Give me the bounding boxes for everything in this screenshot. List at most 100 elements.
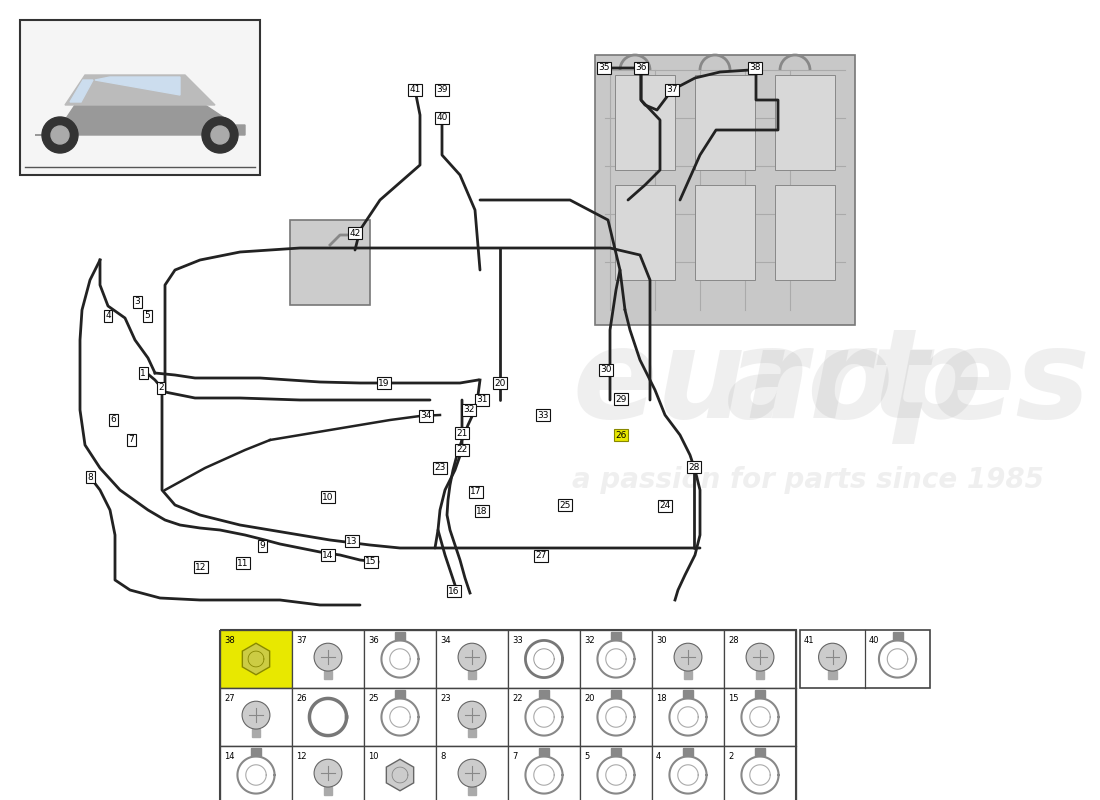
Text: 3: 3 [134,298,140,306]
Bar [436,688,508,746]
Text: 2: 2 [158,383,164,393]
Text: 41: 41 [409,86,420,94]
Polygon shape [323,787,332,795]
Polygon shape [684,671,692,679]
Text: 8: 8 [440,752,446,761]
Circle shape [746,643,774,671]
Polygon shape [252,729,261,738]
Text: 39: 39 [437,86,448,94]
Bar [508,746,580,800]
Polygon shape [539,749,549,757]
Text: 4: 4 [656,752,661,761]
Text: 5: 5 [584,752,590,761]
Circle shape [242,702,270,729]
Text: 28: 28 [728,636,738,645]
Text: 33: 33 [537,410,549,419]
Text: 22: 22 [456,446,468,454]
Circle shape [315,759,342,787]
Polygon shape [756,671,764,679]
Text: 26: 26 [296,694,307,703]
Text: 9: 9 [260,542,265,550]
Text: 30: 30 [601,366,612,374]
Circle shape [42,117,78,153]
Text: 37: 37 [296,636,307,645]
Polygon shape [610,690,621,698]
Polygon shape [35,105,245,135]
Circle shape [674,643,702,671]
Text: 19: 19 [378,378,389,387]
Polygon shape [683,749,693,757]
Text: 4: 4 [106,311,111,321]
Circle shape [458,759,486,787]
Text: 42: 42 [350,229,361,238]
Text: 16: 16 [449,586,460,595]
Text: 14: 14 [322,550,333,559]
Polygon shape [95,77,180,95]
Bar [695,185,755,280]
Polygon shape [755,749,764,757]
Text: 24: 24 [659,502,671,510]
Text: 23: 23 [440,694,451,703]
Polygon shape [468,729,476,738]
Text: 22: 22 [512,694,522,703]
Polygon shape [539,690,549,698]
Bar [220,746,292,800]
Bar [580,688,652,746]
Polygon shape [755,690,764,698]
Text: 10: 10 [322,493,333,502]
Text: 25: 25 [559,501,571,510]
Text: 26: 26 [615,430,627,439]
Text: artes: artes [726,323,1091,445]
Text: 25: 25 [368,694,378,703]
Bar [364,746,436,800]
Text: 34: 34 [420,411,431,421]
Bar [220,630,796,800]
Polygon shape [683,690,693,698]
Polygon shape [395,690,405,698]
Polygon shape [395,633,405,641]
Polygon shape [251,749,261,757]
Bar [220,688,292,746]
Text: 29: 29 [615,394,627,403]
Bar [292,630,364,688]
Bar [776,185,835,280]
Bar [724,688,796,746]
Text: 17: 17 [471,487,482,497]
Text: europ: europ [572,323,982,445]
Text: 32: 32 [463,406,475,414]
Bar [695,75,755,170]
Bar [776,75,835,170]
Bar [292,746,364,800]
Bar [652,746,724,800]
Text: 35: 35 [598,63,609,73]
Circle shape [458,643,486,671]
Bar [652,630,724,688]
Text: 10: 10 [368,752,378,761]
Text: 12: 12 [296,752,307,761]
Bar [580,746,652,800]
Circle shape [211,126,229,144]
Text: 40: 40 [437,114,448,122]
Text: 38: 38 [224,636,234,645]
Text: 38: 38 [749,63,761,73]
Text: 14: 14 [224,752,234,761]
Polygon shape [828,671,837,679]
Text: 28: 28 [689,462,700,471]
Bar [364,688,436,746]
Bar [290,220,370,305]
Bar [436,630,508,688]
Text: 1: 1 [140,369,146,378]
Bar [724,630,796,688]
Text: 21: 21 [456,429,468,438]
Circle shape [818,643,846,671]
Polygon shape [892,633,902,641]
Text: 36: 36 [368,636,378,645]
Polygon shape [386,759,414,790]
Bar [724,746,796,800]
Text: 31: 31 [476,395,487,405]
Circle shape [51,126,69,144]
Text: 41: 41 [804,636,814,645]
Text: 12: 12 [196,562,207,571]
Text: 5: 5 [144,311,150,321]
Text: 34: 34 [440,636,451,645]
